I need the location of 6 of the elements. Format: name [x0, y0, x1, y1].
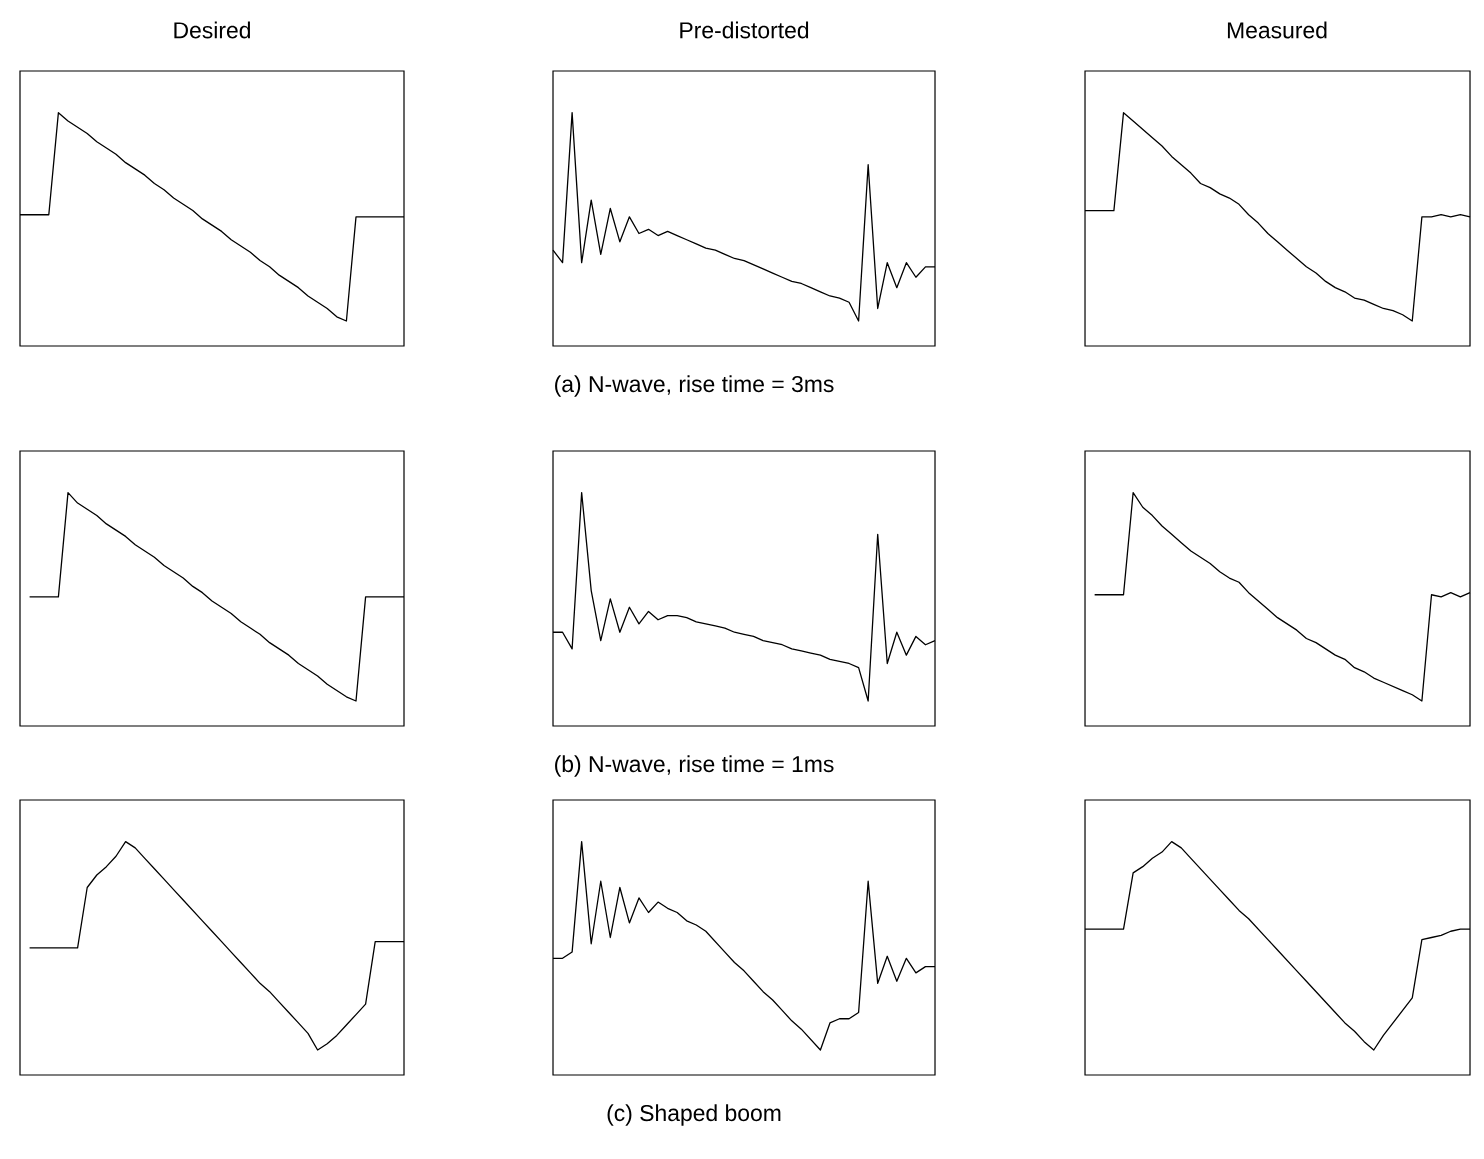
- text: (a) N-wave, rise time = 3ms: [555, 375, 834, 397]
- chart-title: Desired: [174, 21, 250, 39]
- text: (c) Shaped boom: [607, 1104, 781, 1126]
- text: (b) N-wave, rise time = 1ms: [555, 755, 834, 777]
- chart-title: Measured: [1227, 21, 1327, 39]
- chart-title: Pre-distorted: [680, 21, 809, 39]
